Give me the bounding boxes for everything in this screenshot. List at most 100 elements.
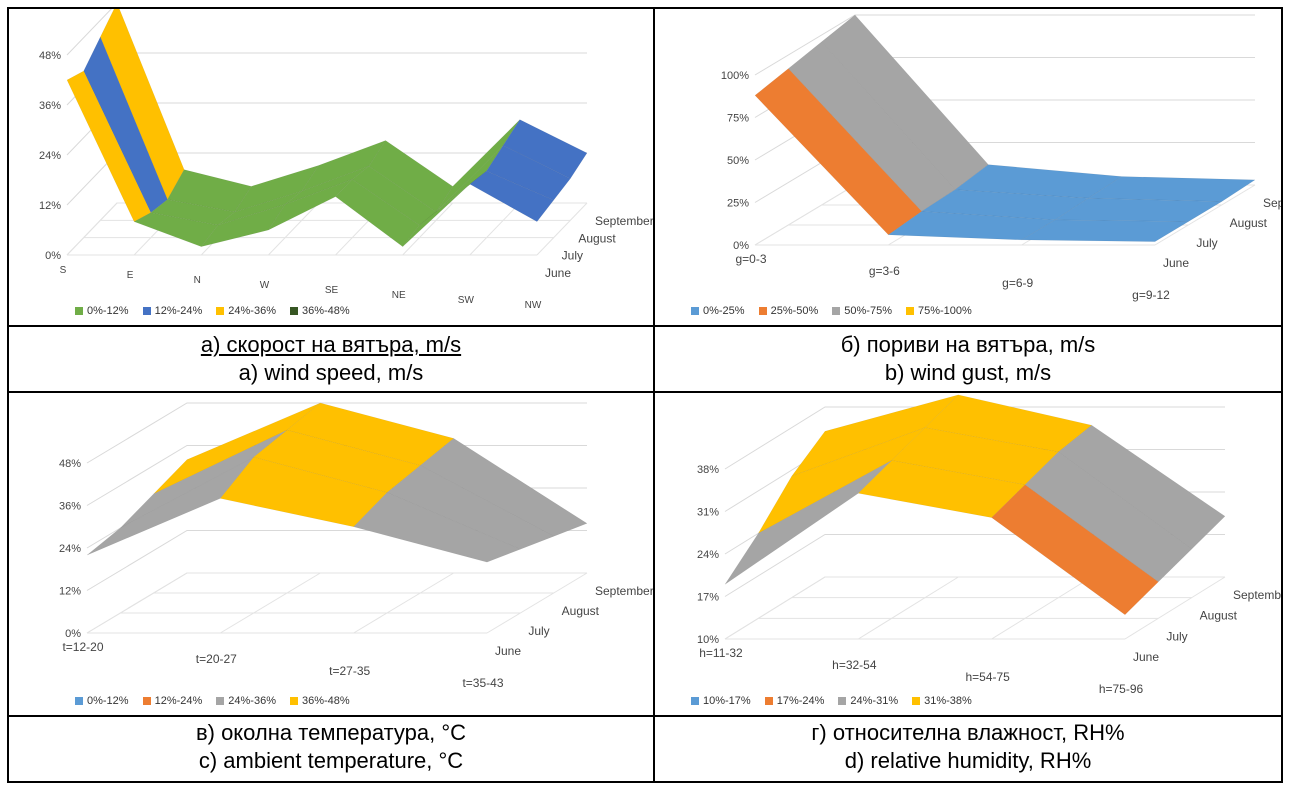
surface-patch [353, 492, 521, 563]
legend-item: 36%-48% [289, 305, 350, 317]
floor-gridline [991, 576, 1092, 640]
caption-b: б) пориви на вятъра, m/s b) wind gust, m… [655, 331, 1281, 387]
floor-gridline [402, 202, 454, 256]
floor-gridline [469, 202, 521, 256]
depth-tick-label: June [545, 266, 571, 280]
legend-label: 17%-24% [776, 695, 825, 707]
caption-a-bg: а) скорост на вятъра, m/s [200, 332, 462, 357]
figure-grid: 0% 12% 24% 36% 48% S E N W SE NE SW NW June July August… [7, 7, 1283, 783]
x-tick-label: h=11-32 [699, 646, 743, 660]
floor-gridline [754, 184, 856, 246]
chart-ambient-temperature: 0% 12% 24% 36% 48% t=12-20 t=20-27 t=27-35 t=35-… [9, 393, 653, 715]
y-tick-label: 75% [727, 113, 749, 125]
depth-tick-label: August [578, 231, 616, 245]
floor-gridline [1154, 184, 1256, 246]
legend-item: 24%-36% [216, 695, 276, 707]
legend-item: 12%-24% [142, 305, 202, 317]
floor-gridline [486, 572, 588, 634]
x-tick-label: N [194, 275, 201, 286]
legend-item: 17%-24% [764, 695, 825, 707]
y-tick-label: 48% [39, 50, 61, 62]
depth-tick-label: June [1133, 650, 1159, 664]
floor-gridline [724, 576, 826, 640]
x-tick-label: h=54-75 [965, 670, 1010, 684]
legend-swatch [912, 697, 921, 705]
y-tick-label: 17% [697, 592, 719, 604]
depth-tick-label: September [1263, 196, 1281, 210]
legend-swatch [216, 697, 225, 705]
legend-label: 50%-75% [844, 305, 892, 317]
legend-label: 31%-38% [924, 695, 972, 707]
x-tick-label: NW [525, 300, 542, 311]
y-tick-label: 0% [65, 628, 81, 640]
x-tick-label: S [60, 265, 67, 276]
chart-wind-speed-legend: 0%-12% 12%-24% 24%-36% 36%-48% [75, 305, 350, 317]
floor-gridline [66, 202, 118, 256]
x-tick-label: t=20-27 [196, 652, 237, 666]
x-tick-label: g=3-6 [869, 264, 900, 278]
chart-wind-gust-plot: 0% 25% 50% 75% 100% g=0-3 g=3-6 g=6-9 g=9-12 June… [721, 14, 1281, 302]
legend-swatch [838, 697, 847, 705]
legend-label: 10%-17% [703, 695, 751, 707]
row-divider-3 [9, 715, 1281, 717]
floor-gridline [536, 202, 588, 256]
legend-item: 31%-38% [912, 695, 972, 707]
x-tick-label: g=0-3 [735, 252, 766, 266]
depth-tick-label: September [595, 214, 653, 228]
y-tick-label: 100% [721, 70, 749, 82]
caption-c-bg: в) околна температура, °C [195, 720, 467, 745]
legend-item: 50%-75% [832, 305, 892, 317]
legend-item: 36%-48% [289, 695, 350, 707]
legend-swatch [764, 697, 773, 705]
legend-swatch [142, 307, 151, 315]
gridline [66, 9, 112, 56]
depth-tick-label: August [562, 604, 600, 618]
y-tick-label: 24% [59, 543, 81, 555]
legend-label: 0%-25% [703, 305, 745, 317]
legend-swatch [758, 307, 767, 315]
caption-d-bg: г) относителна влажност, RH% [811, 720, 1125, 745]
caption-a-en: a) wind speed, m/s [238, 360, 424, 385]
y-tick-label: 10% [697, 634, 719, 646]
x-tick-label: t=27-35 [329, 664, 370, 678]
chart-wind-speed: 0% 12% 24% 36% 48% S E N W SE NE SW NW June July August… [9, 9, 653, 325]
legend-item: 12%-24% [142, 695, 202, 707]
legend-label: 0%-12% [87, 305, 129, 317]
depth-tick-label: June [495, 644, 521, 658]
caption-d-en: d) relative humidity, RH% [844, 748, 1092, 773]
depth-tick-label: September [1233, 588, 1281, 602]
gridline [86, 572, 587, 634]
floor-gridline [220, 572, 321, 634]
caption-c: в) околна температура, °C c) ambient tem… [9, 719, 653, 775]
x-tick-label: SE [325, 285, 339, 296]
gridline [724, 406, 1225, 470]
y-tick-label: 38% [697, 464, 719, 476]
y-tick-label: 36% [39, 100, 61, 112]
caption-b-bg: б) пориви на вятъра, m/s [840, 332, 1096, 357]
legend-swatch [216, 307, 225, 315]
floor-gridline [353, 572, 454, 634]
depth-tick-label: July [1166, 629, 1187, 643]
legend-label: 24%-31% [850, 695, 899, 707]
caption-b-en: b) wind gust, m/s [884, 360, 1052, 385]
chart-ambient-temperature-legend: 0%-12% 12%-24% 24%-36% 36%-48% [75, 695, 350, 707]
x-tick-label: E [127, 270, 134, 281]
y-tick-label: 31% [697, 507, 719, 519]
legend-item: 0%-12% [75, 305, 129, 317]
y-tick-label: 24% [39, 150, 61, 162]
y-tick-label: 50% [727, 155, 749, 167]
chart-wind-gust-legend: 0%-25% 25%-50% 50%-75% 75%-100% [691, 305, 972, 317]
y-tick-label: 0% [733, 240, 749, 252]
legend-label: 75%-100% [917, 305, 972, 317]
y-tick-label: 24% [697, 549, 719, 561]
row-divider-2 [9, 391, 1281, 393]
caption-c-en: c) ambient temperature, °C [198, 748, 464, 773]
surface-patch [469, 170, 555, 222]
legend-swatch [289, 697, 298, 705]
legend-label: 24%-36% [228, 695, 276, 707]
y-tick-label: 0% [45, 250, 61, 262]
surface-patch [1020, 219, 1190, 242]
legend-swatch [75, 307, 83, 315]
x-tick-label: SW [458, 295, 475, 306]
x-tick-label: t=12-20 [62, 640, 103, 654]
